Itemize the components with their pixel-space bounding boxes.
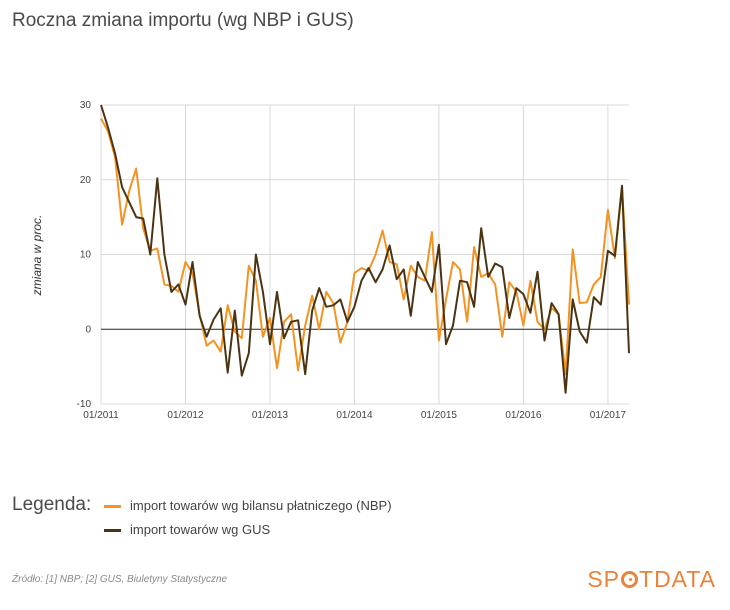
x-tick-label: 01/2013 [252, 410, 289, 421]
y-tick-label: 10 [80, 250, 92, 261]
y-axis-ticks: -10 0 10 20 30 [77, 100, 92, 410]
x-tick-label: 01/2016 [505, 410, 542, 421]
x-tick-label: 01/2011 [83, 410, 119, 421]
spotdata-logo: SP TDATA [587, 566, 716, 593]
series-lines [100, 104, 630, 394]
y-tick-label: 0 [85, 324, 91, 335]
series-line-nbp [100, 118, 630, 376]
legend-item-gus: import towarów wg GUS [104, 522, 270, 537]
legend-swatch-gus [104, 529, 121, 533]
legend-swatch-nbp [104, 505, 121, 509]
series-line-gus [100, 104, 630, 394]
x-tick-label: 01/2012 [167, 410, 204, 421]
x-tick-label: 01/2015 [421, 410, 458, 421]
logo-pin-icon [621, 571, 639, 588]
legend-title: Legenda: [12, 494, 92, 515]
y-tick-label: 20 [80, 175, 92, 186]
y-tick-label: -10 [77, 399, 92, 410]
chart-title: Roczna zmiana importu (wg NBP i GUS) [12, 10, 354, 31]
x-tick-label: 01/2017 [590, 410, 627, 421]
y-tick-label: 30 [80, 100, 92, 111]
grid-lines [100, 104, 629, 405]
source-note: Źródło: [1] NBP; [2] GUS, Biuletyny Stat… [12, 574, 228, 585]
x-tick-label: 01/2014 [336, 410, 373, 421]
legend-item-nbp: import towarów wg bilansu płatniczego (N… [104, 498, 392, 513]
legend-label-nbp: import towarów wg bilansu płatniczego (N… [130, 498, 392, 513]
logo-text-prefix: SP [587, 566, 621, 592]
logo-text-suffix: TDATA [639, 566, 716, 592]
legend-label-gus: import towarów wg GUS [130, 522, 271, 537]
x-axis-ticks: 01/2011 01/2012 01/2013 01/2014 01/2015 01/20… [83, 410, 626, 421]
y-axis-label: zmiana w proc. [30, 215, 44, 297]
